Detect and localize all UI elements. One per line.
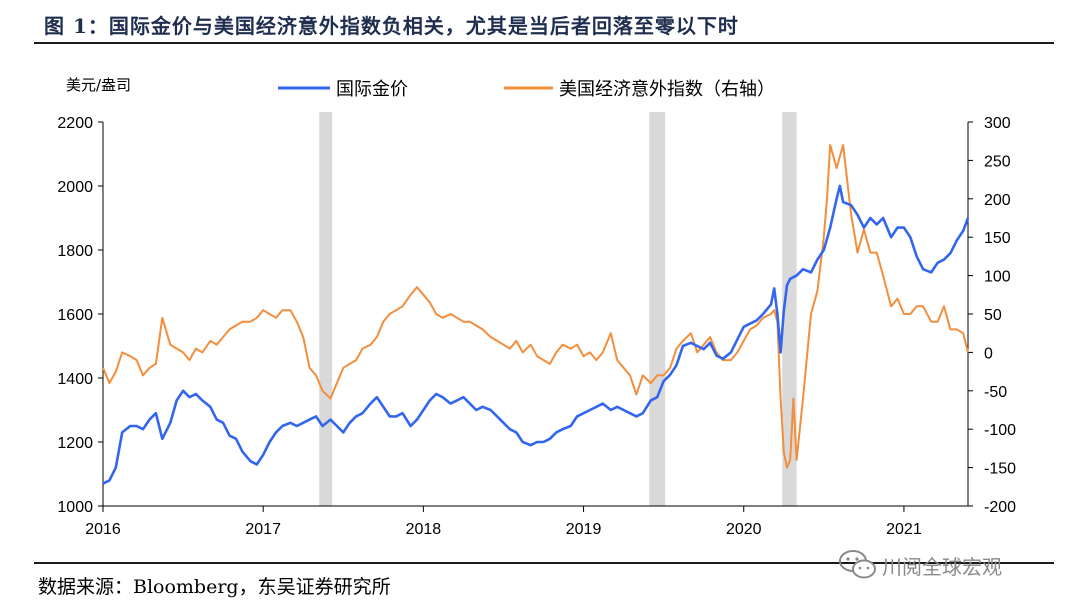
left-tick-label: 1000 (57, 499, 93, 516)
shaded-period-1 (319, 112, 333, 506)
left-tick-label: 1600 (57, 307, 93, 324)
right-tick-label: -50 (984, 384, 1007, 401)
right-tick-label: -150 (984, 461, 1016, 478)
left-tick-label: 2200 (57, 115, 93, 132)
title-divider (34, 42, 1054, 44)
data-source-note: 数据来源：Bloomberg，东吴证券研究所 (38, 576, 391, 598)
right-tick-label: 50 (984, 307, 1002, 324)
gold-price-line (102, 184, 970, 485)
right-tick-label: 250 (984, 153, 1011, 170)
left-tick-label: 2000 (57, 179, 93, 196)
right-tick-label: 300 (984, 115, 1011, 132)
right-tick-label: 200 (984, 192, 1011, 209)
right-tick-label: 150 (984, 230, 1011, 247)
chart-title: 图 1：国际金价与美国经济意外指数负相关，尤其是当后者回落至零以下时 (44, 14, 739, 38)
right-tick-label: 100 (984, 269, 1011, 286)
bottom-divider (34, 562, 1054, 564)
watermark-text: 川阅全球宏观 (882, 554, 1002, 579)
right-tick-label: 0 (984, 345, 993, 362)
watermark: 川阅全球宏观 (838, 548, 1002, 582)
x-tick-label: 2019 (566, 521, 602, 538)
right-tick-label: -200 (984, 499, 1016, 516)
legend-label-1: 国际金价 (336, 79, 408, 100)
wechat-icon (839, 550, 876, 579)
x-tick-label: 2021 (886, 521, 922, 538)
legend-label-2: 美国经济意外指数（右轴） (559, 79, 775, 100)
right-tick-label: -100 (984, 422, 1016, 439)
x-tick-label: 2020 (726, 521, 762, 538)
x-tick-label: 2016 (85, 521, 121, 538)
x-tick-label: 2018 (406, 521, 442, 538)
left-tick-label: 1800 (57, 243, 93, 260)
left-tick-label: 1400 (57, 371, 93, 388)
y-axis-unit-label: 美元/盎司 (66, 76, 131, 94)
shaded-period-2 (649, 112, 666, 506)
x-tick-label: 2017 (245, 521, 281, 538)
surprise-index-line (102, 144, 969, 469)
left-tick-label: 1200 (57, 435, 93, 452)
